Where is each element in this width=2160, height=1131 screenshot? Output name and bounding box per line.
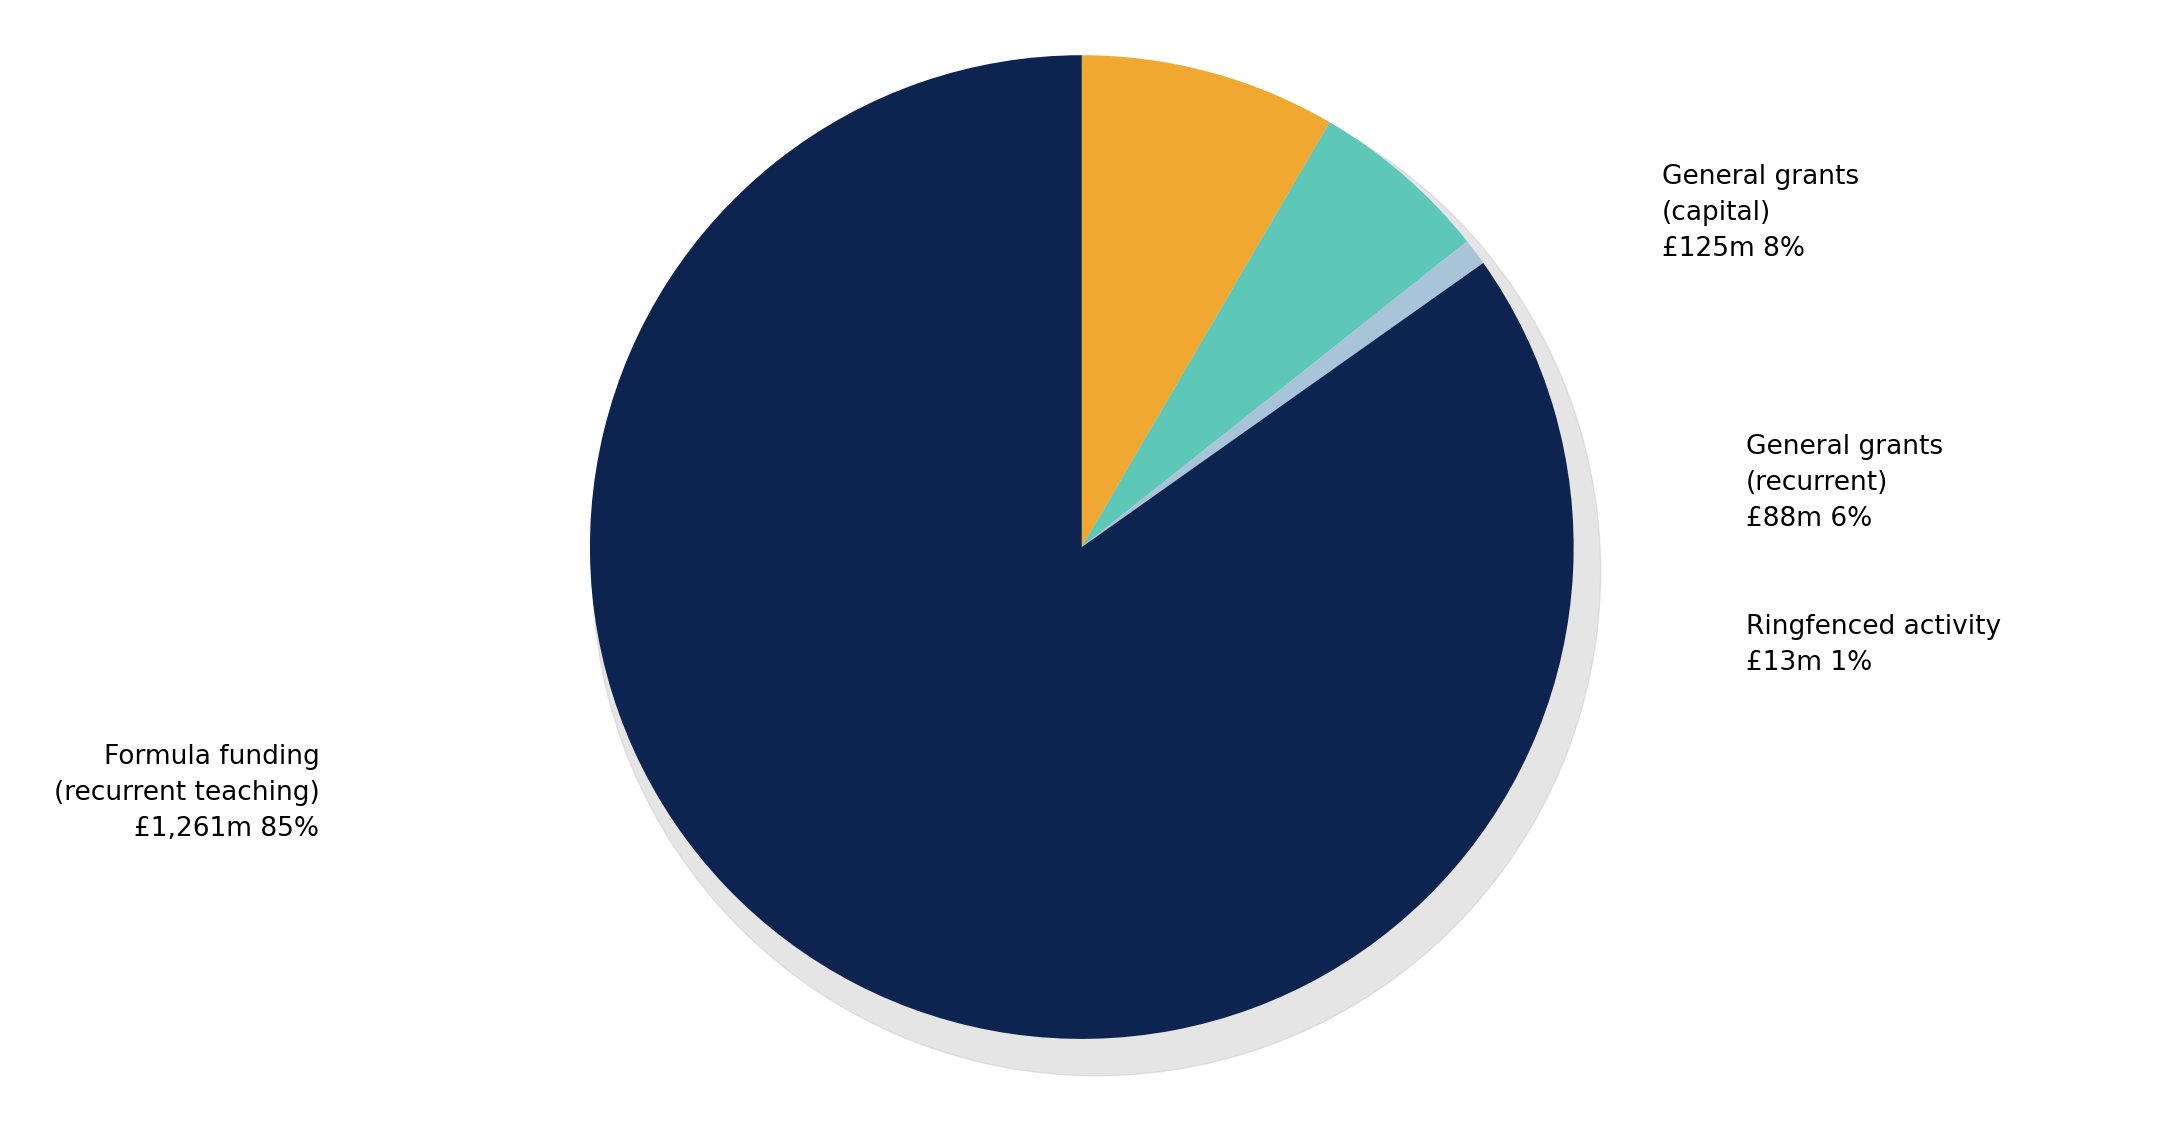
Wedge shape — [1082, 241, 1484, 547]
Text: Ringfenced activity
£13m 1%: Ringfenced activity £13m 1% — [1745, 614, 2000, 676]
Text: Formula funding
(recurrent teaching)
£1,261m 85%: Formula funding (recurrent teaching) £1,… — [54, 744, 320, 841]
Ellipse shape — [592, 68, 1601, 1076]
Wedge shape — [1082, 122, 1467, 547]
Text: General grants
(recurrent)
£88m 6%: General grants (recurrent) £88m 6% — [1745, 434, 1944, 532]
Wedge shape — [1082, 55, 1331, 547]
Text: General grants
(capital)
£125m 8%: General grants (capital) £125m 8% — [1663, 164, 1860, 261]
Wedge shape — [590, 55, 1575, 1039]
